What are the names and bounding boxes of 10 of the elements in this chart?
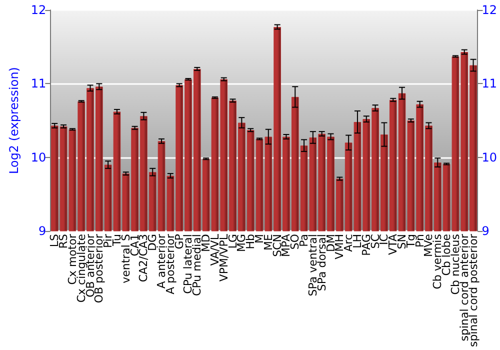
y-axis-title: Log2 (expression) (7, 67, 21, 174)
y2-tick-label: 10 (482, 150, 498, 164)
y-tick-label: 10 (30, 150, 46, 164)
y-tick-label: 9 (38, 224, 46, 238)
x-tick-label: OB posterior (92, 234, 106, 304)
y-tick-label: 12 (30, 3, 46, 17)
y2-tick-label: 12 (482, 3, 498, 17)
y-tick-label: 11 (30, 76, 46, 91)
y2-tick-label: 11 (482, 76, 498, 91)
y2-tick-label: 9 (482, 224, 490, 238)
